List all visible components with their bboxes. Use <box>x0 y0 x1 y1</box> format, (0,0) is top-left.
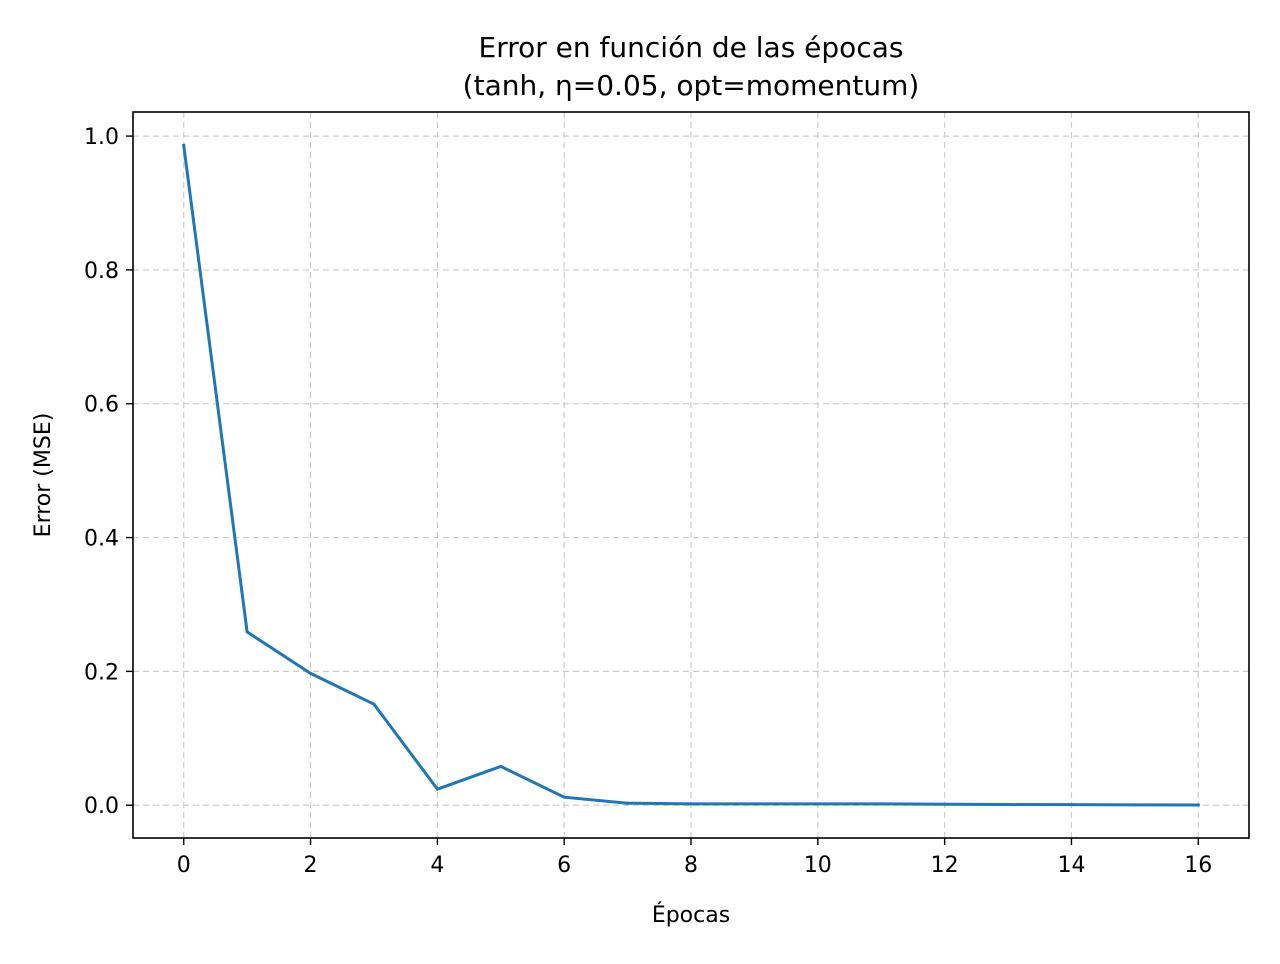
axis-ticks: 0 2 4 6 8 10 12 14 16 0.0 0.2 0.4 0.6 0.8 1.0 <box>84 125 1212 878</box>
y-tick-label: 0.4 <box>84 527 119 552</box>
data-point <box>689 802 693 806</box>
y-tick-label: 1.0 <box>84 125 119 150</box>
data-point <box>1196 803 1200 807</box>
x-tick-label: 16 <box>1184 853 1212 878</box>
data-point <box>752 802 756 806</box>
data-point <box>1006 803 1010 807</box>
x-tick-label: 10 <box>804 853 832 878</box>
y-tick-label: 0.0 <box>84 794 119 819</box>
data-point <box>435 787 439 791</box>
y-tick-label: 0.2 <box>84 660 119 685</box>
x-tick-label: 0 <box>177 853 191 878</box>
data-point <box>499 764 503 768</box>
x-tick-label: 14 <box>1057 853 1085 878</box>
y-tick-label: 0.8 <box>84 259 119 284</box>
data-point <box>1069 803 1073 807</box>
data-point <box>879 802 883 806</box>
x-tick-label: 6 <box>557 853 571 878</box>
chart-subtitle: (tanh, η=0.05, opt=momentum) <box>463 69 920 102</box>
x-tick-label: 12 <box>931 853 959 878</box>
data-point <box>943 802 947 806</box>
x-axis-label: Épocas <box>652 902 730 928</box>
data-point <box>816 802 820 806</box>
data-point <box>245 630 249 634</box>
data-point <box>626 801 630 805</box>
y-axis-label: Error (MSE) <box>31 413 56 538</box>
data-point <box>562 795 566 799</box>
series-layer <box>182 143 1200 807</box>
data-point <box>182 143 186 147</box>
chart-title: Error en función de las épocas <box>479 31 904 64</box>
x-tick-label: 4 <box>430 853 444 878</box>
grid-lines <box>133 112 1249 838</box>
x-tick-label: 2 <box>304 853 318 878</box>
y-tick-label: 0.6 <box>84 393 119 418</box>
data-point <box>1133 803 1137 807</box>
data-point <box>372 702 376 706</box>
data-point <box>309 671 313 675</box>
x-tick-label: 8 <box>684 853 698 878</box>
